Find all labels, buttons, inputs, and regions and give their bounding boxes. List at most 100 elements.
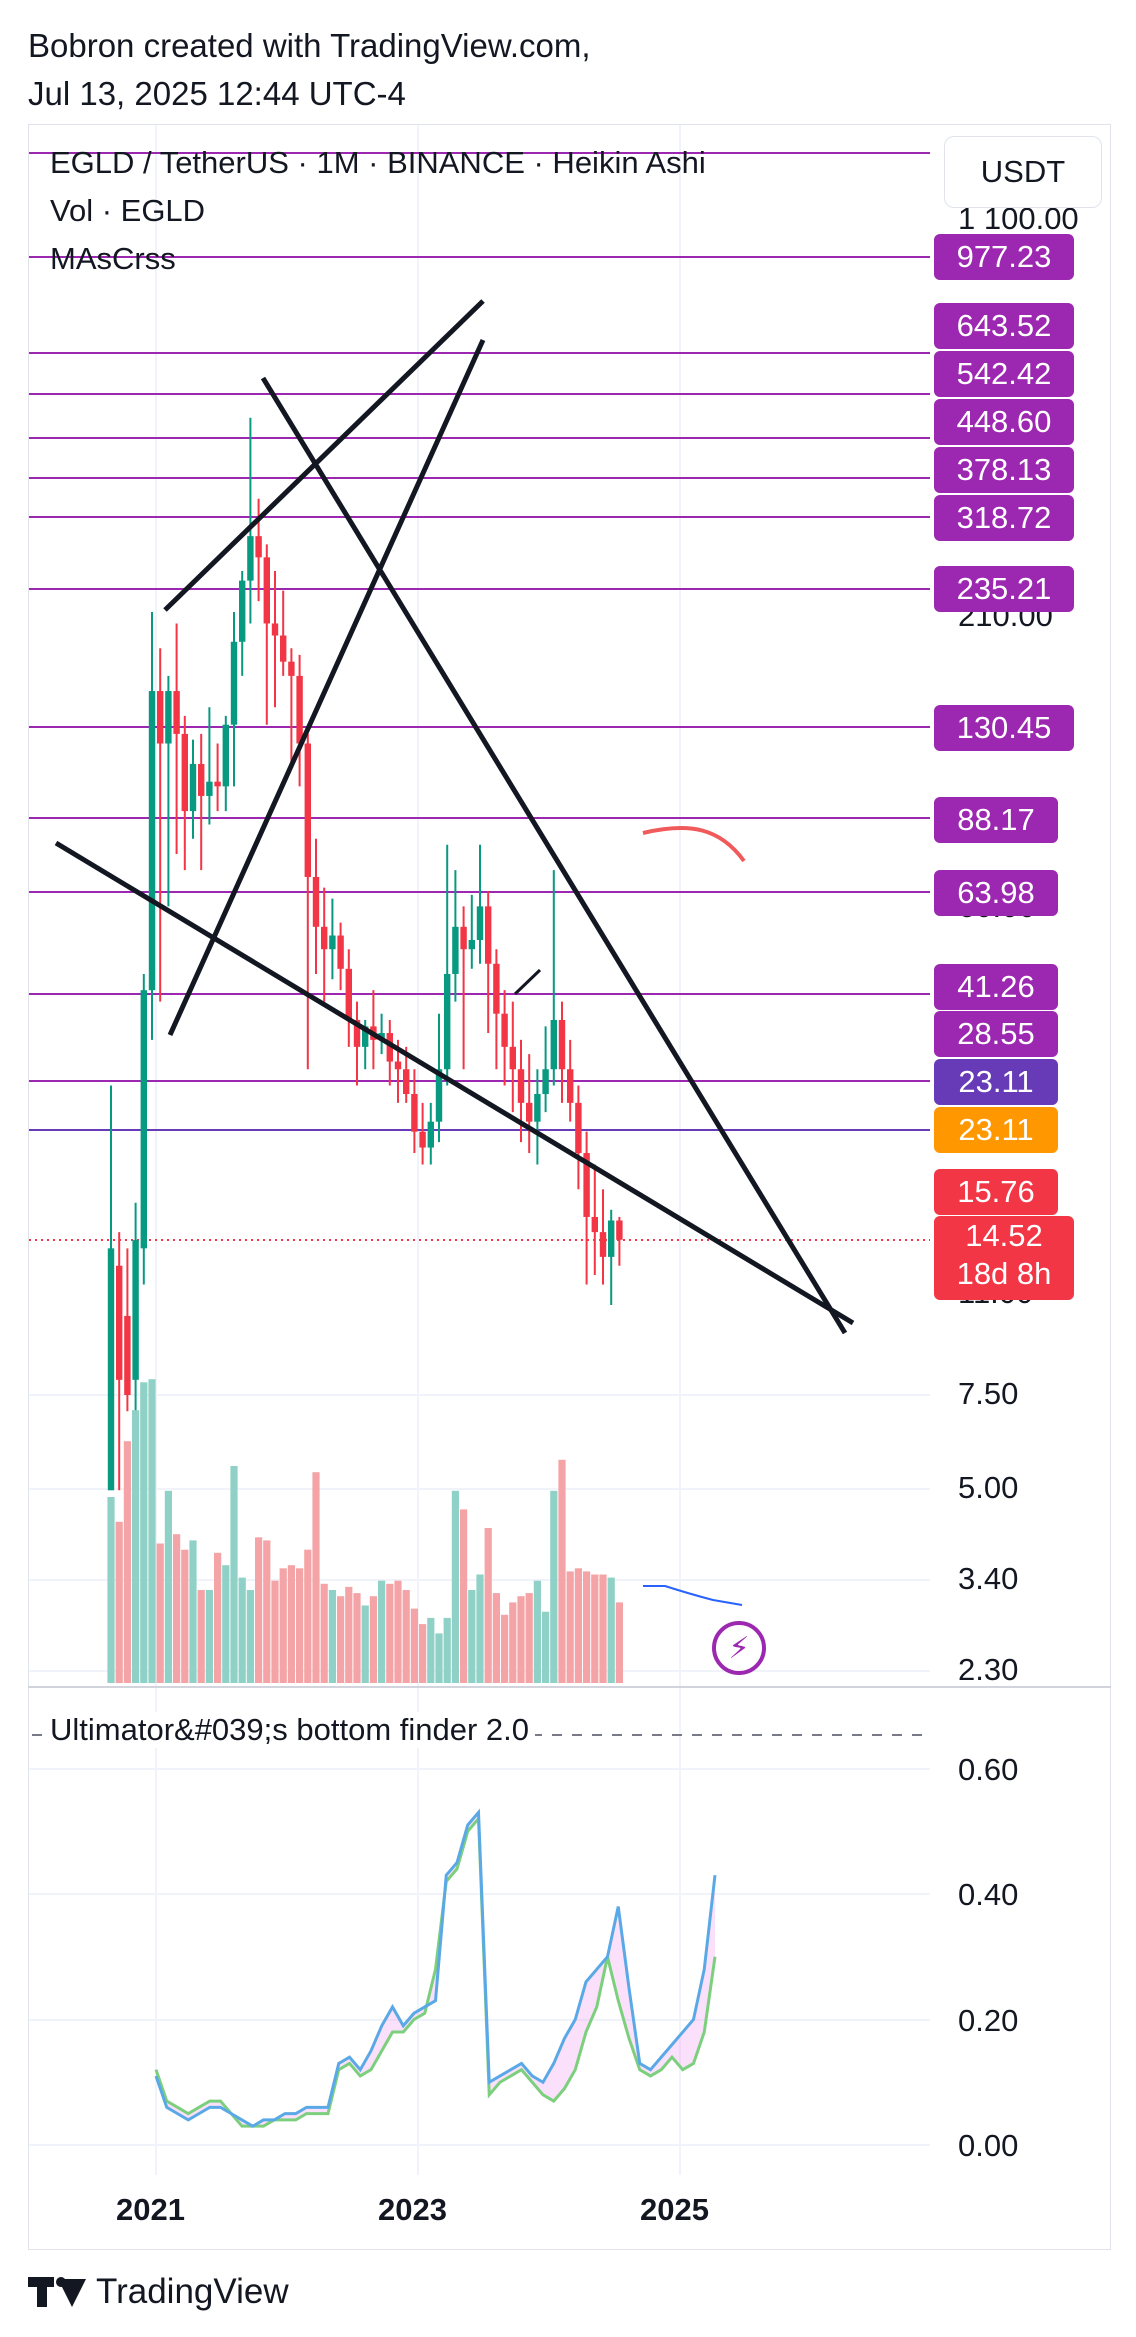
candle-body — [403, 1069, 410, 1095]
candle-body — [198, 763, 205, 796]
volume-bar — [132, 1410, 140, 1683]
x-tick-2025: 2025 — [640, 2192, 709, 2227]
candle-body — [575, 1102, 582, 1154]
volume-bar — [484, 1528, 492, 1683]
candle-body — [222, 724, 229, 787]
candle-body — [444, 973, 451, 1070]
volume-bar — [271, 1580, 279, 1683]
candle-body — [280, 635, 287, 662]
trend-line — [163, 299, 485, 612]
volume-bar — [369, 1596, 377, 1683]
candle-body — [116, 1265, 123, 1380]
candle-body — [485, 906, 492, 964]
volume-bar — [517, 1596, 525, 1683]
volume-bar — [419, 1624, 427, 1683]
candle-body — [608, 1220, 615, 1257]
candle-body — [501, 1013, 508, 1047]
volume-bar — [328, 1590, 336, 1683]
candle-body — [599, 1232, 607, 1257]
price-label-235: 235.21 — [934, 566, 1074, 612]
candle-body — [345, 968, 352, 1020]
trend-line — [513, 968, 542, 996]
candle-body — [329, 935, 336, 950]
volume-bar — [279, 1568, 287, 1683]
candle-body — [460, 926, 467, 950]
volume-bar — [583, 1571, 591, 1683]
candle-body — [181, 733, 188, 812]
candle-body — [362, 1026, 369, 1047]
candle-body — [337, 935, 344, 969]
candle-body — [526, 1102, 533, 1122]
oscillator-line-green — [154, 1814, 717, 2128]
volume-bar — [107, 1497, 115, 1683]
volume-bar — [451, 1490, 459, 1683]
candle-body — [230, 641, 238, 725]
currency-button[interactable]: USDT — [944, 136, 1102, 208]
header: Bobron created with TradingView.com, Jul… — [28, 22, 591, 118]
osc-tick-0-40: 0.40 — [958, 1877, 1019, 1912]
price-label-41: 41.26 — [934, 964, 1058, 1010]
oscillator-line-blue — [154, 1808, 717, 2128]
volume-bar — [173, 1534, 181, 1683]
header-line1: Bobron created with TradingView.com, — [28, 27, 591, 64]
volume-bar — [394, 1580, 402, 1683]
osc-tick-0-00: 0.00 — [958, 2128, 1019, 2163]
candle-body — [132, 1240, 139, 1380]
candle-body — [616, 1220, 623, 1240]
tradingview-logo-icon — [28, 2277, 86, 2307]
legend-lower-indicator[interactable]: Ultimator&#039;s bottom finder 2.0 — [50, 1712, 536, 1748]
candle-body — [386, 1033, 393, 1062]
volume-bar — [410, 1608, 418, 1683]
volume-bar — [435, 1633, 443, 1683]
volume-bar — [492, 1593, 500, 1683]
volume-bar — [558, 1459, 566, 1683]
volume-bar — [591, 1574, 599, 1683]
candle-body — [567, 1069, 574, 1103]
volume-bar — [525, 1593, 533, 1683]
volume-bar — [164, 1490, 172, 1683]
legend-symbol[interactable]: EGLD / TetherUS · 1M · BINANCE · Heikin … — [50, 145, 706, 180]
candle-body — [189, 763, 197, 812]
candle-body — [288, 661, 295, 676]
volume-bar — [345, 1586, 353, 1683]
price-tick-5: 5.00 — [958, 1470, 1019, 1505]
candle-body — [304, 743, 311, 877]
candle-body — [509, 1046, 516, 1070]
volume-bar — [402, 1590, 410, 1683]
footer-brand[interactable]: TradingView — [28, 2272, 289, 2312]
volume-bar — [320, 1583, 328, 1683]
legend-volume[interactable]: Vol · EGLD — [50, 193, 206, 228]
lightning-icon[interactable]: ⚡ — [712, 1621, 766, 1675]
candle-body — [476, 906, 484, 940]
volume-bar — [304, 1549, 312, 1683]
volume-bar — [468, 1590, 476, 1683]
candle-body — [157, 691, 164, 744]
x-tick-2021: 2021 — [116, 2192, 185, 2227]
volume-bar — [386, 1583, 394, 1683]
candle-body — [263, 557, 270, 624]
price-label-15: 15.76 — [934, 1169, 1058, 1215]
volume-bar — [615, 1602, 623, 1683]
volume-bar — [542, 1611, 550, 1683]
volume-bar — [566, 1571, 574, 1683]
candle-body — [239, 580, 246, 642]
volume-bar — [296, 1568, 304, 1683]
price-label-88: 88.17 — [934, 797, 1058, 843]
x-tick-2023: 2023 — [378, 2192, 447, 2227]
price-label-318: 318.72 — [934, 495, 1074, 541]
candle-body — [140, 990, 147, 1249]
candle-body — [321, 926, 328, 950]
pane-separator[interactable] — [28, 1686, 1111, 1688]
volume-bar — [181, 1549, 189, 1683]
volume-bar — [574, 1568, 582, 1683]
candle-body — [394, 1061, 402, 1070]
volume-bar — [312, 1472, 320, 1683]
volume-bar — [509, 1602, 517, 1683]
osc-tick-0-20: 0.20 — [958, 2003, 1019, 2038]
candle-body — [534, 1094, 541, 1122]
price-label-448: 448.60 — [934, 399, 1074, 445]
legend-indicator[interactable]: MAsCrss — [50, 241, 176, 276]
candle-body — [312, 876, 320, 927]
candle-body — [591, 1216, 598, 1233]
volume-bar — [246, 1590, 254, 1683]
